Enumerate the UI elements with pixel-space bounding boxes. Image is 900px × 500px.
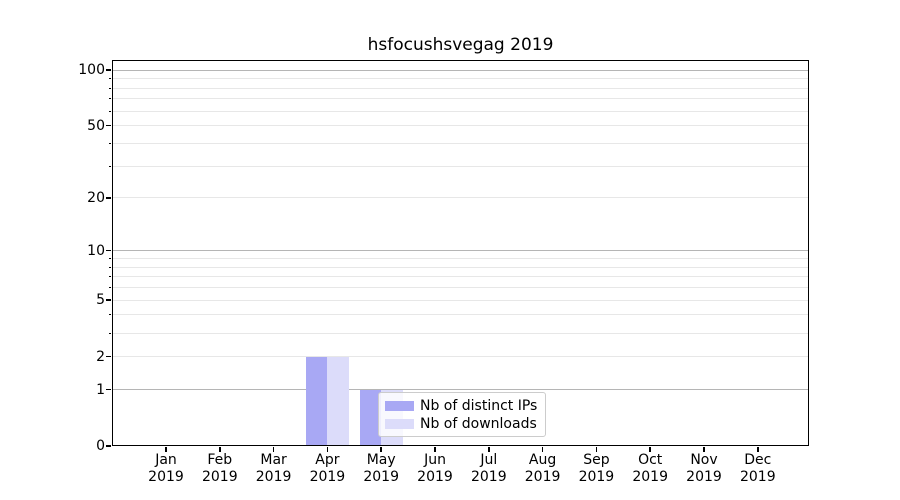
y-gridline-7 [112,276,809,278]
y-gridline-90 [112,78,809,80]
y-gridline-4 [112,314,809,316]
y-gridline-9 [112,257,809,259]
y-minortick-80 [108,87,111,89]
y-gridline-10 [112,250,809,252]
x-tick-label-5: Jun 2019 [417,452,453,485]
x-tick-6 [488,447,490,452]
y-tick-label-0: 0 [96,438,105,454]
x-tick-label-8: Sep 2019 [578,452,615,485]
chart-title: hsfocushsvegag 2019 [367,35,554,55]
y-minortick-70 [108,98,111,100]
y-minortick-9 [108,257,111,259]
x-tick-label-9: Oct 2019 [632,452,668,485]
grid-layer [112,60,809,446]
x-tick-label-0: Jan 2019 [148,452,184,485]
y-minortick-6 [108,286,111,288]
y-minortick-40 [108,142,111,144]
y-gridline-50 [112,125,809,127]
y-tick-label-1: 1 [96,381,105,398]
y-minortick-8 [108,266,111,268]
y-gridline-80 [112,87,809,89]
x-tick-label-4: May 2019 [363,452,399,485]
y-gridline-1 [112,389,809,391]
y-minortick-7 [108,276,111,278]
y-gridline-6 [112,286,809,288]
x-tick-7 [541,447,544,452]
y-gridline-8 [112,266,809,268]
y-tick-5 [106,299,111,301]
bar-downloads-apr-2019 [327,356,349,446]
y-tick-100 [106,69,111,71]
legend-item-distinct-ips: Nb of distinct IPs [385,397,539,415]
y-minortick-90 [108,78,111,80]
y-tick-20 [106,197,111,199]
x-tick-5 [434,447,436,452]
y-tick-label-100: 100 [78,62,105,79]
y-gridline-30 [112,165,809,167]
bar-distinct-ips-apr-2019 [305,356,328,446]
y-gridline-100 [112,69,809,71]
x-tick-8 [595,447,598,452]
x-tick-11 [757,447,759,452]
y-tick-label-10: 10 [87,242,105,259]
y-tick-label-50: 50 [87,117,105,134]
y-tick-1 [106,388,111,391]
x-tick-label-2: Mar 2019 [255,452,292,485]
legend: Nb of distinct IPs Nb of downloads [378,392,546,437]
y-tick-label-2: 2 [96,348,105,365]
y-tick-0 [106,445,111,447]
y-gridline-20 [112,197,809,199]
x-tick-label-6: Jul 2019 [470,452,507,485]
y-tick-10 [106,249,111,252]
legend-swatch-distinct-ips [385,400,414,412]
legend-swatch-downloads [385,418,414,430]
y-gridline-2 [112,356,809,357]
legend-label-downloads: Nb of downloads [420,416,537,432]
x-tick-label-7: Aug 2019 [524,452,561,485]
y-gridline-40 [112,142,809,144]
x-tick-label-11: Dec 2019 [739,452,776,485]
y-tick-label-5: 5 [96,292,105,309]
y-gridline-70 [112,98,809,100]
x-tick-label-1: Feb 2019 [201,452,238,485]
plot-area: Nb of distinct IPs Nb of downloads [112,60,809,446]
y-tick-50 [106,124,111,127]
y-gridline-5 [112,299,809,301]
y-minortick-4 [108,314,111,316]
legend-label-distinct-ips: Nb of distinct IPs [420,398,538,414]
y-gridline-60 [112,110,809,112]
x-tick-9 [649,447,651,452]
y-minortick-30 [108,165,111,167]
y-minortick-3 [108,332,111,334]
y-gridline-3 [112,332,809,334]
bar-layer [112,60,809,446]
x-tick-4 [380,447,382,452]
x-tick-label-3: Apr 2019 [309,452,346,485]
bar-distinct-ips-may-2019 [359,389,382,446]
y-tick-2 [106,355,111,358]
y-tick-label-20: 20 [87,189,105,206]
x-tick-0 [165,447,167,452]
x-tick-label-10: Nov 2019 [686,452,722,485]
x-tick-3 [326,447,329,452]
y-minortick-60 [108,110,111,112]
x-tick-2 [272,447,275,452]
legend-item-downloads: Nb of downloads [385,415,539,433]
x-tick-10 [703,447,705,452]
x-tick-1 [219,447,221,452]
